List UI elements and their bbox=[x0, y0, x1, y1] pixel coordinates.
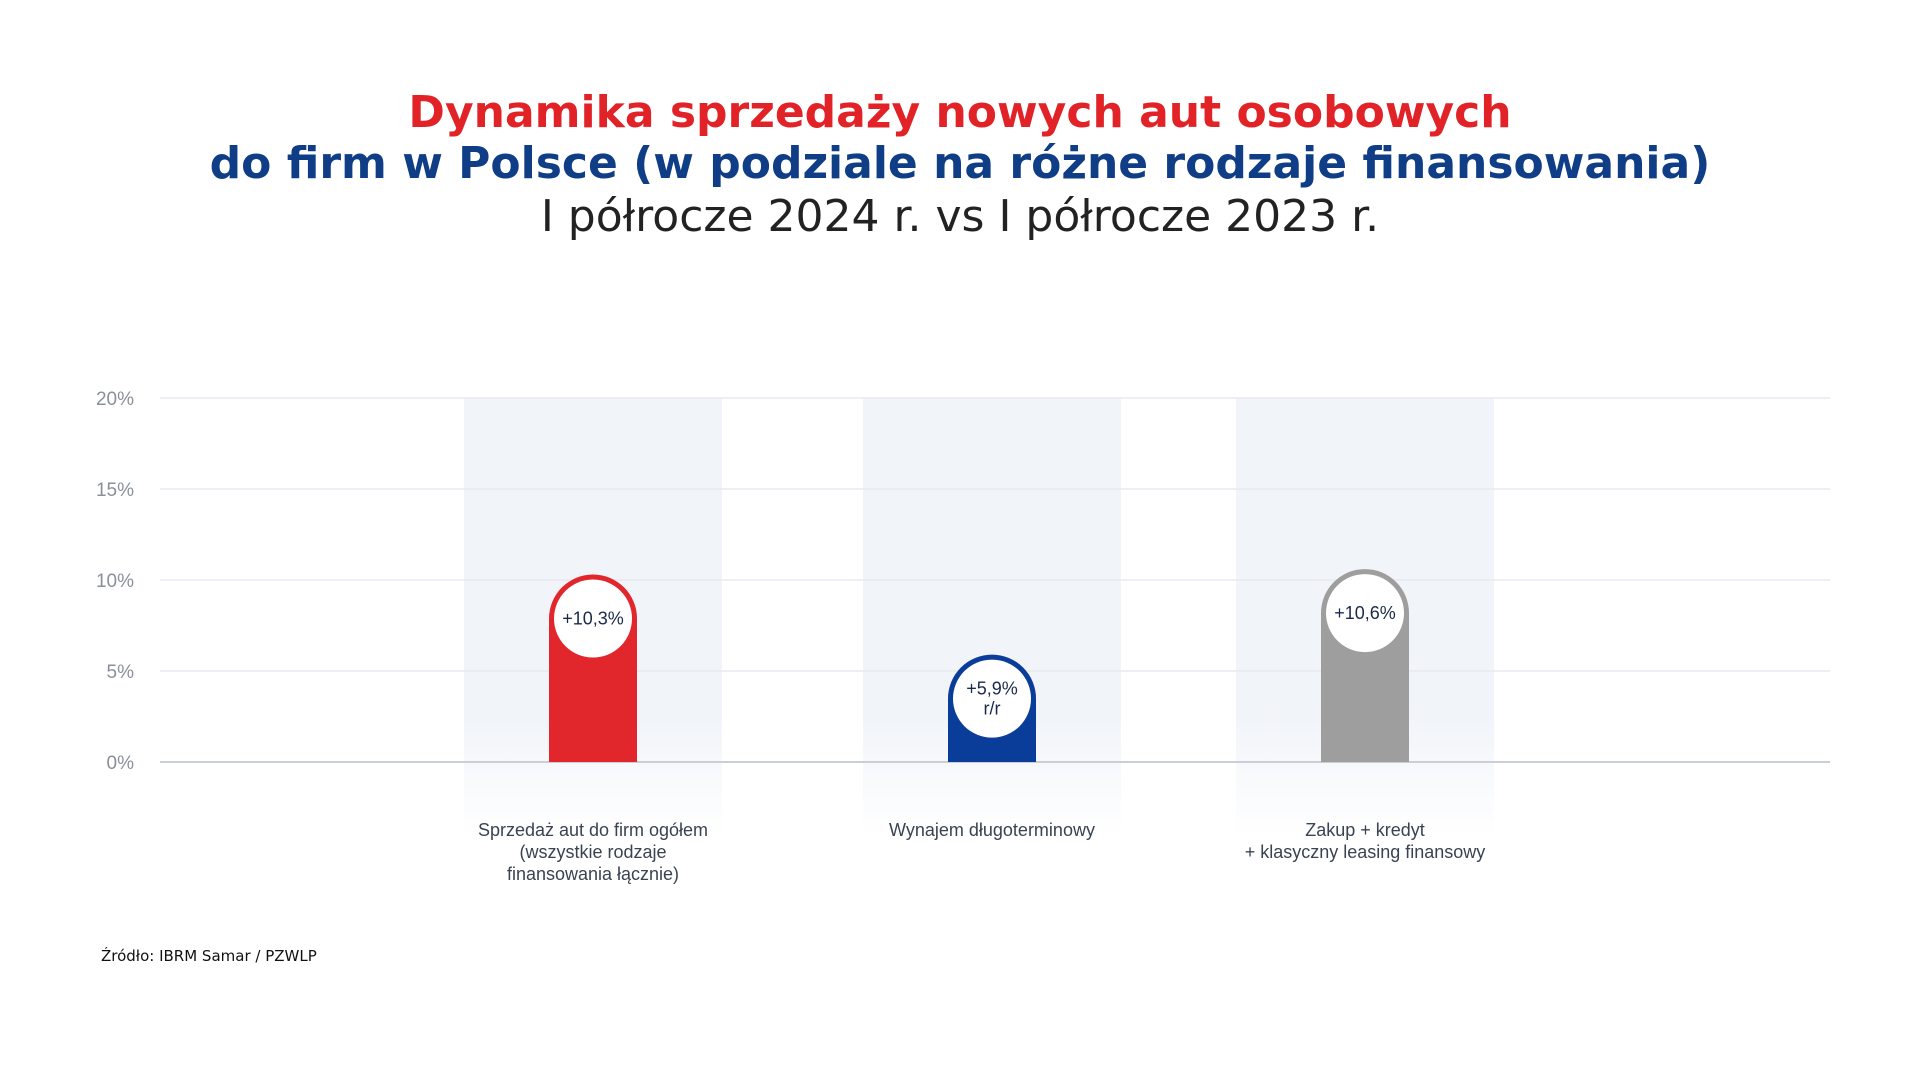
chart-title-block: Dynamika sprzedaży nowych aut osobowych … bbox=[0, 88, 1920, 244]
y-tick-label: 15% bbox=[96, 480, 134, 501]
value-badge bbox=[554, 579, 632, 658]
value-badge bbox=[1326, 574, 1404, 653]
source-note: Źródło: IBRM Samar / PZWLP bbox=[101, 947, 317, 965]
y-tick-label: 5% bbox=[107, 662, 135, 683]
chart-title-line-1: Dynamika sprzedaży nowych aut osobowych bbox=[408, 87, 1512, 138]
category-label: Sprzedaż aut do firm ogółem (wszystkie r… bbox=[477, 820, 709, 884]
value-badge bbox=[953, 659, 1031, 738]
y-tick-label: 10% bbox=[96, 571, 134, 592]
data-label: +10,6% bbox=[1334, 603, 1396, 623]
data-label: +5,9% r/r bbox=[966, 679, 1018, 719]
category-label: Wynajem długoterminowy bbox=[889, 820, 1095, 840]
y-tick-label: 20% bbox=[96, 389, 134, 410]
data-label: +10,3% bbox=[562, 609, 624, 629]
chart-title-line-2: do firm w Polsce (w podziale na różne ro… bbox=[209, 138, 1711, 189]
category-band bbox=[863, 398, 1121, 838]
chart-subtitle: I półrocze 2024 r. vs I półrocze 2023 r. bbox=[540, 191, 1380, 242]
category-label: Zakup + kredyt + klasyczny leasing finan… bbox=[1244, 820, 1486, 862]
y-tick-label: 0% bbox=[107, 753, 135, 774]
